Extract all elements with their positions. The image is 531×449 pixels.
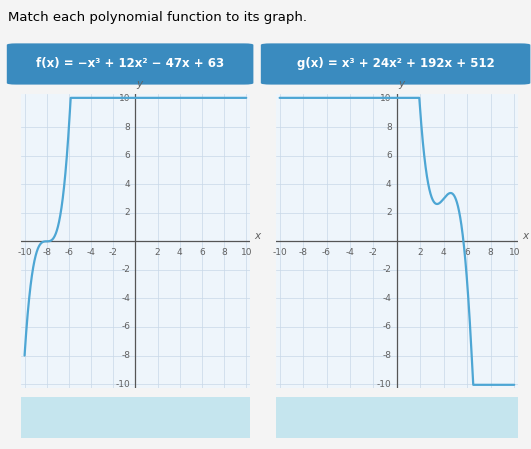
Text: 4: 4	[386, 180, 392, 189]
Text: -10: -10	[17, 248, 32, 257]
Text: 4: 4	[125, 180, 131, 189]
Text: 2: 2	[417, 248, 423, 257]
Text: -2: -2	[109, 248, 118, 257]
Text: -6: -6	[383, 322, 392, 331]
Text: -6: -6	[322, 248, 331, 257]
FancyBboxPatch shape	[261, 44, 530, 84]
Text: 8: 8	[221, 248, 227, 257]
FancyBboxPatch shape	[271, 396, 523, 439]
Text: Match each polynomial function to its graph.: Match each polynomial function to its gr…	[8, 11, 307, 24]
Text: -8: -8	[298, 248, 307, 257]
Text: 6: 6	[199, 248, 205, 257]
Text: -2: -2	[383, 265, 392, 274]
Text: f(x) = −x³ + 12x² − 47x + 63: f(x) = −x³ + 12x² − 47x + 63	[36, 57, 224, 70]
Text: 2: 2	[386, 208, 392, 217]
Text: -4: -4	[122, 294, 131, 303]
Text: 4: 4	[177, 248, 183, 257]
Text: 4: 4	[441, 248, 447, 257]
Text: -6: -6	[64, 248, 73, 257]
Text: 6: 6	[386, 151, 392, 160]
Text: -2: -2	[369, 248, 378, 257]
Text: -4: -4	[346, 248, 355, 257]
FancyBboxPatch shape	[16, 396, 254, 439]
Text: 8: 8	[125, 123, 131, 132]
Text: 10: 10	[380, 94, 392, 103]
Text: -8: -8	[122, 351, 131, 360]
Text: -8: -8	[42, 248, 51, 257]
Text: -6: -6	[122, 322, 131, 331]
Text: 2: 2	[155, 248, 160, 257]
Text: y: y	[398, 79, 404, 88]
Text: -10: -10	[377, 379, 392, 388]
Text: 8: 8	[488, 248, 494, 257]
Text: -2: -2	[122, 265, 131, 274]
Text: -10: -10	[272, 248, 287, 257]
Text: 6: 6	[465, 248, 470, 257]
Text: 10: 10	[509, 248, 520, 257]
Text: -10: -10	[116, 379, 131, 388]
Text: 6: 6	[125, 151, 131, 160]
Text: -4: -4	[87, 248, 96, 257]
Text: y: y	[136, 79, 142, 88]
FancyBboxPatch shape	[7, 44, 253, 84]
Text: g(x) = x³ + 24x² + 192x + 512: g(x) = x³ + 24x² + 192x + 512	[297, 57, 494, 70]
Text: x: x	[523, 231, 528, 242]
Text: 8: 8	[386, 123, 392, 132]
Text: 10: 10	[119, 94, 131, 103]
Text: -8: -8	[383, 351, 392, 360]
Text: x: x	[254, 231, 260, 242]
Text: 10: 10	[241, 248, 252, 257]
Text: -4: -4	[383, 294, 392, 303]
Text: 2: 2	[125, 208, 131, 217]
